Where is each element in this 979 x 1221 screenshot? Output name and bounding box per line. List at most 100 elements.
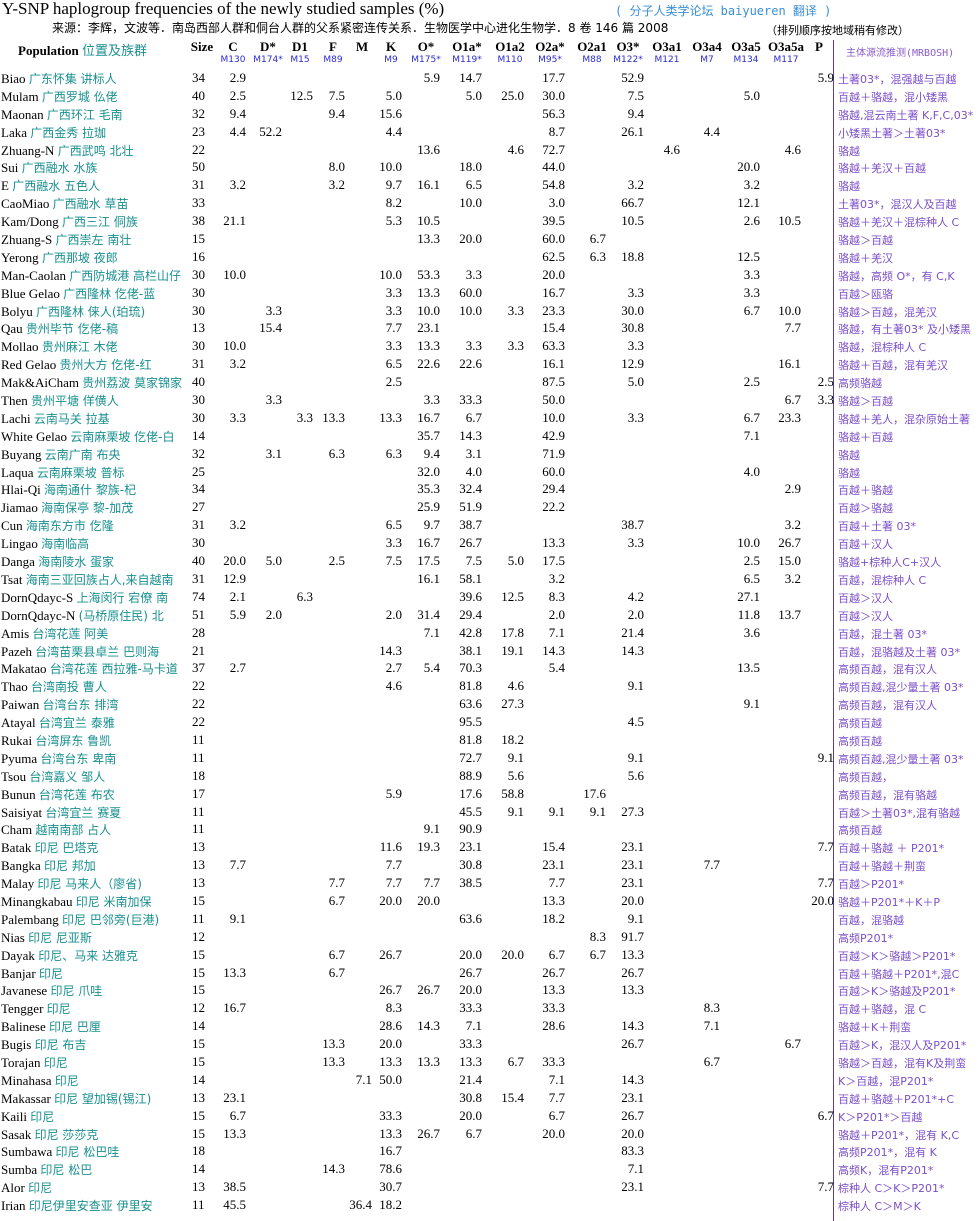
size-cell: 13 bbox=[192, 320, 205, 336]
frequency-cell: 3.6 bbox=[743, 624, 760, 640]
table-row: Laqua 云南麻栗坡 普标 25 32.0 4.0 60.0 4.0 bbox=[0, 464, 835, 484]
frequency-cell: 4.4 bbox=[385, 123, 402, 139]
frequency-cell: 26.7 bbox=[417, 1125, 440, 1141]
population-name: Sasak bbox=[1, 1126, 32, 1142]
frequency-cell: 35.3 bbox=[417, 481, 440, 497]
frequency-cell: 13.3 bbox=[542, 892, 565, 908]
population-location-cn: 印尼 bbox=[54, 1073, 79, 1088]
frequency-cell: 9.1 bbox=[229, 910, 246, 926]
origin-cell: 骆越 bbox=[838, 144, 860, 158]
frequency-cell: 18.0 bbox=[459, 159, 482, 175]
table-row: Zhuang-S 广西崇左 南壮 15 13.3 20.0 60.0 6.7 bbox=[0, 231, 835, 251]
frequency-cell: 3.3 bbox=[423, 392, 440, 408]
frequency-cell: 23.1 bbox=[542, 857, 565, 873]
population-name: Mulam bbox=[1, 88, 39, 104]
frequency-cell: 7.7 bbox=[229, 857, 246, 873]
population-name: CaoMiao bbox=[1, 196, 50, 212]
size-cell: 22 bbox=[192, 141, 205, 157]
table-row: Man-Caolan 广西防城港 高栏山仔 30 10.0 10.0 53.3 3.3 20… bbox=[0, 267, 835, 287]
frequency-cell: 3.3 bbox=[507, 338, 524, 354]
frequency-cell: 18.2 bbox=[501, 731, 524, 747]
frequency-cell: 16.7 bbox=[417, 409, 440, 425]
table-row: Tengger 印尼 12 16.7 8.3 33.3 33.3 8.3 bbox=[0, 1000, 835, 1020]
frequency-cell: 2.0 bbox=[548, 606, 565, 622]
population-name: Torajan bbox=[1, 1054, 41, 1070]
frequency-cell: 3.2 bbox=[229, 356, 246, 372]
population-cell: Minahasa 印尼 bbox=[1, 1072, 79, 1089]
table-row: Mak&AiCham 贵州荔波 莫家锦家 40 2.5 87.5 5.0 2.5 2.5 bbox=[0, 374, 835, 394]
size-cell: 27 bbox=[192, 499, 205, 515]
population-location-cn: 广西金秀 拉珈 bbox=[30, 125, 107, 140]
population-location-cn: 广西融水 水族 bbox=[21, 161, 98, 176]
frequency-cell: 9.7 bbox=[385, 177, 402, 193]
origin-cell: 棕种人 C＞K＞P201* bbox=[838, 1182, 945, 1196]
size-cell: 22 bbox=[192, 696, 205, 712]
frequency-cell: 10.5 bbox=[778, 213, 801, 229]
population-name: Sui bbox=[1, 160, 19, 176]
haplogroup-header: O3* bbox=[616, 39, 640, 54]
population-cell: Javanese 印尼 爪哇 bbox=[1, 982, 102, 999]
origin-cell: 高频骆越 bbox=[838, 377, 882, 391]
frequency-cell: 2.9 bbox=[784, 481, 801, 497]
population-cell: Yerong 广西那坡 夜郎 bbox=[1, 249, 118, 266]
table-row: Jiamao 海南保亭 黎-加茂 27 25.9 51.9 22.2 bbox=[0, 499, 835, 519]
origin-cell: 骆越＋羌人，混杂原始土著 bbox=[838, 412, 970, 426]
frequency-cell: 3.1 bbox=[265, 445, 282, 461]
table-row: Saisiyat 台湾宜兰 赛夏 11 45.5 9.1 9.1 9.1 27.3 bbox=[0, 804, 835, 824]
frequency-cell: 10.0 bbox=[737, 535, 760, 551]
haplogroup-header: O1a* bbox=[452, 39, 482, 54]
population-name: Pyuma bbox=[1, 750, 38, 766]
frequency-cell: 3.2 bbox=[784, 570, 801, 586]
population-header-en: Population bbox=[18, 43, 79, 58]
frequency-cell: 60.0 bbox=[542, 463, 565, 479]
origin-cell: 百越＞K＞骆越＞P201* bbox=[838, 949, 956, 963]
size-cell: 14 bbox=[192, 427, 205, 443]
frequency-cell: 20.0 bbox=[621, 1125, 644, 1141]
frequency-cell: 20.0 bbox=[737, 159, 760, 175]
origin-cell: 高频K，混有P201* bbox=[838, 1164, 934, 1178]
frequency-cell: 50.0 bbox=[542, 392, 565, 408]
size-cell: 23 bbox=[192, 123, 205, 139]
frequency-cell: 52.2 bbox=[259, 123, 282, 139]
frequency-cell: 2.0 bbox=[385, 606, 402, 622]
frequency-cell: 20.0 bbox=[501, 946, 524, 962]
origin-cell: 百越＞土著03*,混有骆越 bbox=[838, 806, 960, 820]
size-cell: 15 bbox=[192, 964, 205, 980]
frequency-cell: 31.4 bbox=[417, 606, 440, 622]
frequency-cell: 18.2 bbox=[379, 1197, 402, 1213]
table-row: Balinese 印尼 巴厘 14 28.6 14.3 7.1 28.6 14.3 7.1 bbox=[0, 1018, 835, 1038]
frequency-cell: 16.7 bbox=[223, 1000, 246, 1016]
frequency-cell: 3.3 bbox=[743, 266, 760, 282]
population-name: Danga bbox=[1, 554, 35, 570]
frequency-cell: 32.4 bbox=[459, 481, 482, 497]
frequency-cell: 53.3 bbox=[417, 266, 440, 282]
population-cell: Lingao 海南临高 bbox=[1, 535, 89, 552]
population-name: Zhuang-S bbox=[1, 232, 53, 248]
population-location-cn: 贵州大方 仡佬-红 bbox=[59, 358, 152, 373]
frequency-cell: 2.0 bbox=[627, 606, 644, 622]
population-location-cn: 台湾嘉义 邹人 bbox=[29, 769, 106, 784]
haplogroup-header: M bbox=[355, 39, 369, 54]
frequency-cell: 23.1 bbox=[417, 320, 440, 336]
haplogroup-header: O3a5a bbox=[767, 39, 805, 54]
frequency-cell: 6.3 bbox=[328, 445, 345, 461]
frequency-cell: 13.3 bbox=[322, 1053, 345, 1069]
origin-cell: 骆越＞百越，混有K及荆蛮 bbox=[838, 1056, 967, 1070]
population-location-cn: 台湾台东 排湾 bbox=[42, 698, 119, 713]
frequency-cell: 10.0 bbox=[417, 302, 440, 318]
frequency-cell: 13.3 bbox=[542, 982, 565, 998]
population-cell: Minangkabau 印尼 米南加保 bbox=[1, 893, 152, 910]
population-name: Makassar bbox=[1, 1090, 51, 1106]
frequency-cell: 45.5 bbox=[459, 803, 482, 819]
population-cell: Balinese 印尼 巴厘 bbox=[1, 1018, 101, 1035]
frequency-cell: 5.0 bbox=[465, 87, 482, 103]
population-cell: Lachi 云南马关 拉基 bbox=[1, 410, 110, 427]
frequency-cell: 14.7 bbox=[459, 70, 482, 85]
population-name: E bbox=[1, 178, 9, 194]
size-cell: 30 bbox=[192, 266, 205, 282]
population-name: Blue Gelao bbox=[1, 285, 60, 301]
size-cell: 37 bbox=[192, 660, 205, 676]
population-header-cn: 位置及族群 bbox=[81, 44, 147, 59]
frequency-cell: 7.5 bbox=[465, 553, 482, 569]
frequency-cell: 17.6 bbox=[459, 785, 482, 801]
